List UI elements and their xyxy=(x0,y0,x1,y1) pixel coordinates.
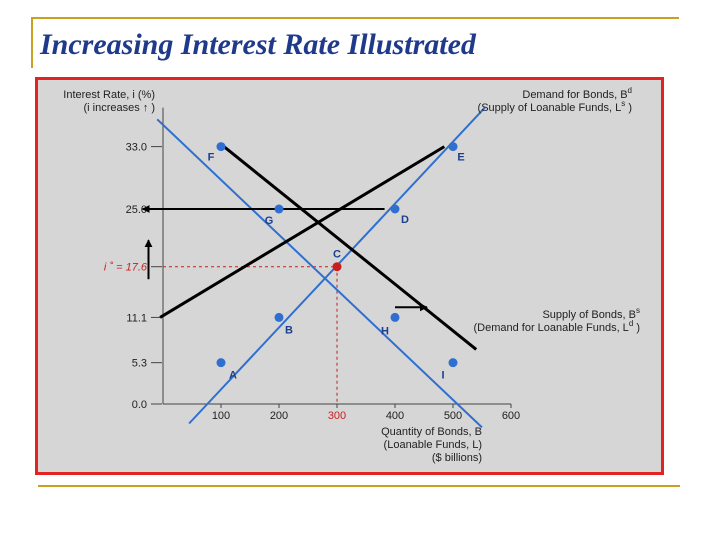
series-label: Supply of Bonds, Bs xyxy=(542,306,640,321)
x-tick-label: 100 xyxy=(212,410,230,422)
series-label-superscript: d xyxy=(628,86,632,95)
points-layer xyxy=(216,142,458,368)
data-point xyxy=(274,312,284,322)
x-axis-label: ($ billions) xyxy=(432,452,482,464)
x-axis-label: (Loanable Funds, L) xyxy=(384,439,482,451)
x-axis-label: Quantity of Bonds, B xyxy=(381,426,482,438)
title-accent-rule-top xyxy=(31,17,679,19)
series-label: (Supply of Loanable Funds, Ls ) xyxy=(478,99,632,114)
overlay-layer xyxy=(141,145,478,351)
shift-line xyxy=(222,145,478,351)
series-label-superscript: s xyxy=(621,99,625,108)
point-label: G xyxy=(265,215,274,227)
data-point xyxy=(274,204,284,214)
point-label: D xyxy=(401,214,409,226)
series-label-close: ) xyxy=(625,102,632,114)
bottom-accent-rule xyxy=(38,485,680,487)
point-label: I xyxy=(441,370,444,382)
point-label: H xyxy=(381,325,389,337)
figure-frame xyxy=(35,77,664,475)
data-point xyxy=(390,204,400,214)
x-tick-label: 200 xyxy=(270,410,288,422)
point-label: F xyxy=(208,152,215,164)
point-label: E xyxy=(457,152,464,164)
x-tick-label: 300 xyxy=(328,410,346,422)
series-label-close: ) xyxy=(633,322,640,334)
series-label: Demand for Bonds, Bd xyxy=(522,86,632,101)
y-axis-label: (i increases ↑ ) xyxy=(83,102,155,114)
y-tick-label: 5.3 xyxy=(132,358,147,370)
x-tick-label: 600 xyxy=(502,410,520,422)
axes-layer: 0.0 5.3 11.1 i ˚ = 17.6 25.0 33.0 100 200 300 400… xyxy=(104,107,520,422)
data-point xyxy=(390,312,400,322)
y-tick-label: 25.0 xyxy=(126,204,147,216)
series-label-superscript: s xyxy=(636,306,640,315)
y-axis-label: Interest Rate, i (%) xyxy=(63,89,155,101)
data-point xyxy=(216,358,226,368)
series-label: (Demand for Loanable Funds, Ld ) xyxy=(473,319,640,334)
y-tick-label: 0.0 xyxy=(132,399,147,411)
data-point xyxy=(216,142,226,152)
data-point xyxy=(332,262,342,272)
y-tick-label: i ˚ = 17.6 xyxy=(104,262,148,274)
title-accent-rule-vertical xyxy=(31,18,33,68)
shift-line xyxy=(159,145,446,319)
demand-curve xyxy=(156,118,483,429)
y-tick-label: 33.0 xyxy=(126,142,147,154)
data-point xyxy=(448,142,458,152)
labels-layer: Interest Rate, i (%)(i increases ↑ ) Quan… xyxy=(63,86,640,464)
x-tick-label: 500 xyxy=(444,410,462,422)
point-label: C xyxy=(333,249,341,261)
series-label-superscript: d xyxy=(629,319,633,328)
data-point xyxy=(448,358,458,368)
curves-layer xyxy=(156,106,486,429)
x-tick-label: 400 xyxy=(386,410,404,422)
slide-title: Increasing Interest Rate Illustrated xyxy=(40,28,476,61)
y-tick-label: 11.1 xyxy=(126,312,147,324)
point-label: B xyxy=(285,324,293,336)
point-label: A xyxy=(229,370,237,382)
